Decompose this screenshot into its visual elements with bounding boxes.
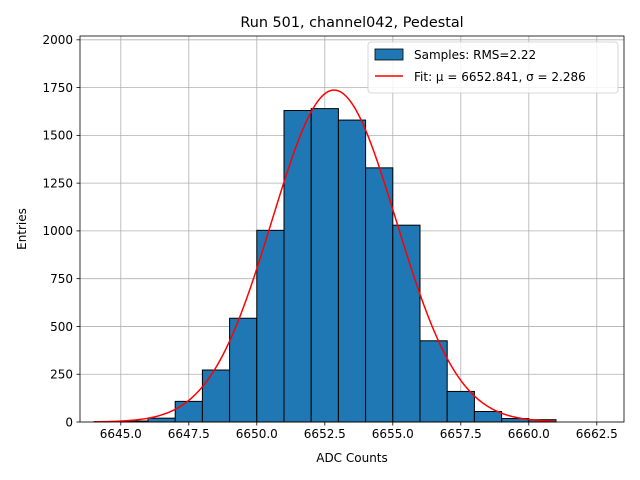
x-axis-label: ADC Counts — [316, 451, 388, 465]
x-tick-label: 6645.0 — [100, 427, 142, 441]
chart-title: Run 501, channel042, Pedestal — [240, 15, 463, 31]
y-tick-label: 1250 — [42, 176, 73, 190]
histogram-bar — [201, 369, 231, 423]
histogram-bar — [337, 119, 367, 423]
histogram-bar — [256, 229, 285, 423]
histogram-bar — [365, 167, 394, 423]
histogram-bars — [120, 108, 557, 423]
histogram-bar — [310, 108, 339, 423]
x-tick-label: 6662.5 — [576, 427, 618, 441]
plot-area-frame — [79, 35, 625, 423]
histogram-bar — [174, 400, 203, 423]
histogram-bar — [283, 110, 312, 423]
legend-histogram-label: Samples: RMS=2.22 — [414, 48, 536, 62]
x-tick-label: 6655.0 — [372, 427, 414, 441]
histogram-bar — [229, 317, 258, 423]
y-tick-label: 750 — [50, 272, 73, 286]
histogram-bar — [392, 224, 421, 423]
y-tick-label: 500 — [50, 320, 73, 334]
histogram-bar — [147, 417, 176, 423]
x-tick-label: 6652.5 — [304, 427, 346, 441]
histogram-bar — [446, 390, 475, 423]
histogram-bar — [419, 340, 448, 423]
chart-legend: Samples: RMS=2.22 Fit: μ = 6652.841, σ =… — [367, 41, 619, 94]
legend-box — [367, 41, 619, 94]
x-tick-label: 6647.5 — [168, 427, 210, 441]
x-axis-ticks: 6645.0 6647.5 6650.0 6652.5 6655.0 6657.5 6660… — [100, 422, 618, 441]
y-tick-label: 250 — [50, 368, 73, 382]
y-axis-label: Entries — [15, 208, 29, 250]
y-tick-label: 1500 — [42, 129, 73, 143]
x-tick-label: 6660.0 — [508, 427, 550, 441]
y-tick-label: 2000 — [42, 33, 73, 47]
x-tick-label: 6650.0 — [236, 427, 278, 441]
y-axis-ticks: 0 250 500 750 1000 1250 1500 1750 2000 — [42, 33, 80, 429]
legend-fit-label: Fit: μ = 6652.841, σ = 2.286 — [414, 70, 586, 84]
histogram-bar — [473, 410, 503, 423]
y-tick-label: 1000 — [42, 224, 73, 238]
x-tick-label: 6657.5 — [440, 427, 482, 441]
y-tick-label: 0 — [65, 415, 73, 429]
y-tick-label: 1750 — [42, 81, 73, 95]
legend-histogram-swatch — [374, 48, 404, 61]
fit-curve-line — [93, 89, 557, 423]
